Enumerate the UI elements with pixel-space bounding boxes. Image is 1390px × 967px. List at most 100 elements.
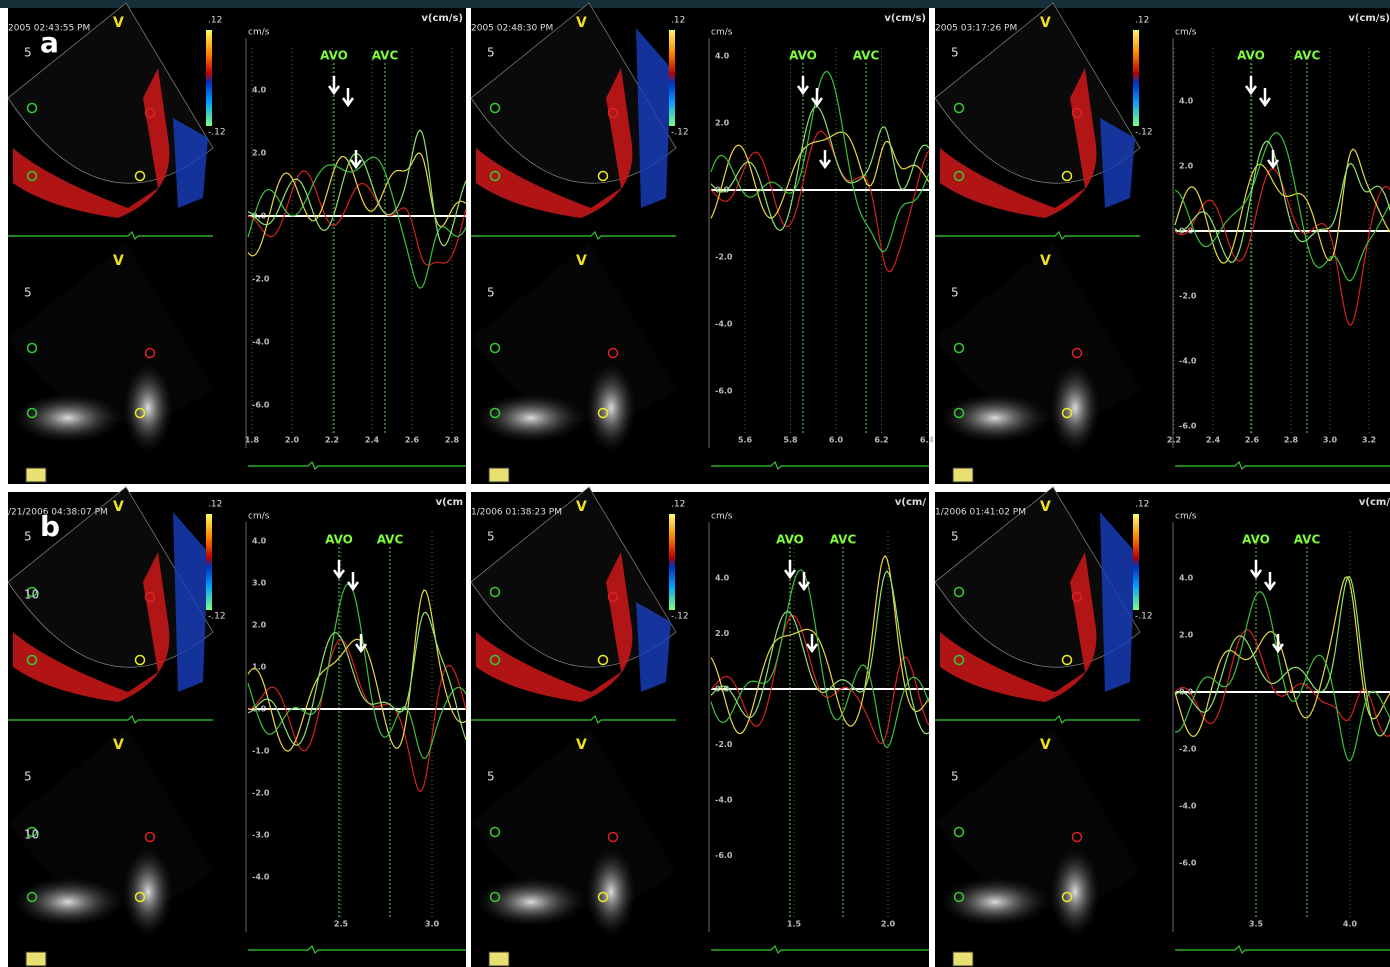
color-bar xyxy=(669,30,675,126)
avc-label: AVC xyxy=(853,49,880,63)
icon-button[interactable] xyxy=(26,468,46,482)
x-tick-label: 1.8 xyxy=(245,436,260,445)
panel: .12-.121/2006 01:41:02 PMVV55cm/sv(cm/4.… xyxy=(935,487,1390,967)
y-tick-label: -2.0 xyxy=(715,740,733,749)
y-tick-label: 2.0 xyxy=(715,119,730,128)
avo-label: AVO xyxy=(320,49,348,63)
mode-label: V xyxy=(576,737,587,753)
avo-label: AVO xyxy=(776,533,804,547)
unit-left: cm/s xyxy=(1175,28,1197,38)
echo-wall xyxy=(586,847,636,937)
x-tick-label: 2.6 xyxy=(1245,436,1260,445)
x-tick-label: 2.2 xyxy=(1167,436,1181,445)
y-tick-label: -4.0 xyxy=(252,873,270,882)
y-tick-label: -2.0 xyxy=(252,275,270,284)
icon-button[interactable] xyxy=(953,468,973,482)
depth-label: 5 xyxy=(24,46,32,60)
mode-label: V xyxy=(113,737,124,753)
echo-wall xyxy=(13,877,123,927)
color-bar xyxy=(206,514,212,610)
x-tick-label: 2.4 xyxy=(365,436,380,445)
avc-label: AVC xyxy=(830,533,857,547)
x-tick-label: 2.8 xyxy=(445,436,460,445)
icon-button[interactable] xyxy=(953,952,973,966)
color-bar xyxy=(206,30,212,126)
echo-wall xyxy=(1050,363,1100,453)
x-tick-label: 2.0 xyxy=(881,920,896,929)
y-tick-label: 4.0 xyxy=(715,574,730,583)
y-tick-label: -2.0 xyxy=(1179,745,1197,754)
mode-label: V xyxy=(1040,15,1051,31)
scale-min: -.12 xyxy=(671,612,689,622)
y-tick-label: 2.0 xyxy=(252,149,267,158)
timestamp: 1/2006 01:41:02 PM xyxy=(935,508,1026,518)
depth-label: 5 xyxy=(487,530,495,544)
mode-label: V xyxy=(113,499,124,515)
avc-label: AVC xyxy=(377,533,404,547)
icon-button[interactable] xyxy=(489,952,509,966)
x-tick-label: 3.2 xyxy=(1362,436,1376,445)
y-tick-label: 3.0 xyxy=(252,579,267,588)
timestamp: 2005 02:48:30 PM xyxy=(471,24,553,34)
scale-max: .12 xyxy=(208,500,222,510)
y-tick-label: -4.0 xyxy=(715,320,733,329)
scale-min: -.12 xyxy=(1135,612,1153,622)
x-tick-label: 6.4 xyxy=(920,436,935,445)
y-tick-label: -2.0 xyxy=(1179,292,1197,301)
x-tick-label: 5.8 xyxy=(783,436,798,445)
icon-button[interactable] xyxy=(26,952,46,966)
depth-label: 5 xyxy=(487,770,495,784)
timestamp: 1/2006 01:38:23 PM xyxy=(471,508,562,518)
y-tick-label: -6.0 xyxy=(252,401,270,410)
y-tick-label: -4.0 xyxy=(252,338,270,347)
x-tick-label: 2.2 xyxy=(325,436,339,445)
y-tick-label: 4.0 xyxy=(252,86,267,95)
y-tick-label: -6.0 xyxy=(1179,422,1197,431)
avc-label: AVC xyxy=(1294,533,1321,547)
unit-left: cm/s xyxy=(1175,512,1197,522)
x-tick-label: 3.0 xyxy=(425,920,440,929)
avo-label: AVO xyxy=(1242,533,1270,547)
avo-label: AVO xyxy=(325,533,353,547)
echo-wall xyxy=(123,363,173,453)
x-tick-label: 5.6 xyxy=(738,436,753,445)
timestamp: 2005 03:17:26 PM xyxy=(935,24,1017,34)
x-tick-label: 6.2 xyxy=(874,436,888,445)
y-tick-label: 2.0 xyxy=(715,629,730,638)
top-strip xyxy=(0,0,1390,8)
scale-min: -.12 xyxy=(1135,128,1153,138)
scale-min: -.12 xyxy=(671,128,689,138)
avc-label: AVC xyxy=(1294,49,1321,63)
scale-max: .12 xyxy=(1135,16,1149,26)
scale-max: .12 xyxy=(1135,500,1149,510)
y-tick-label: -3.0 xyxy=(252,831,270,840)
depth-label: 5 xyxy=(951,770,959,784)
y-tick-label: 4.0 xyxy=(1179,97,1194,106)
y-tick-label: 2.0 xyxy=(1179,162,1194,171)
depth-label: 5 xyxy=(24,770,32,784)
x-tick-label: 4.0 xyxy=(1343,920,1358,929)
depth-label: 5 xyxy=(487,286,495,300)
y-tick-label: -6.0 xyxy=(715,387,733,396)
figure: .12-.122005 02:43:55 PMVV55acm/sv(cm/s)4… xyxy=(0,0,1390,967)
y-tick-label: -4.0 xyxy=(1179,802,1197,811)
y-tick-label: -4.0 xyxy=(1179,357,1197,366)
y-tick-label: -2.0 xyxy=(252,789,270,798)
depth-label: 5 xyxy=(951,286,959,300)
color-bar xyxy=(669,514,675,610)
mode-label: V xyxy=(576,253,587,269)
echo-wall xyxy=(123,847,173,937)
scale-max: .12 xyxy=(671,16,685,26)
y-tick-label: -2.0 xyxy=(715,253,733,262)
icon-button[interactable] xyxy=(489,468,509,482)
depth-label: 5 xyxy=(24,286,32,300)
x-tick-label: 2.6 xyxy=(405,436,420,445)
y-tick-label: 2.0 xyxy=(252,621,267,630)
depth-label: 10 xyxy=(24,588,39,602)
echo-wall xyxy=(586,363,636,453)
panel-label: a xyxy=(40,26,59,59)
